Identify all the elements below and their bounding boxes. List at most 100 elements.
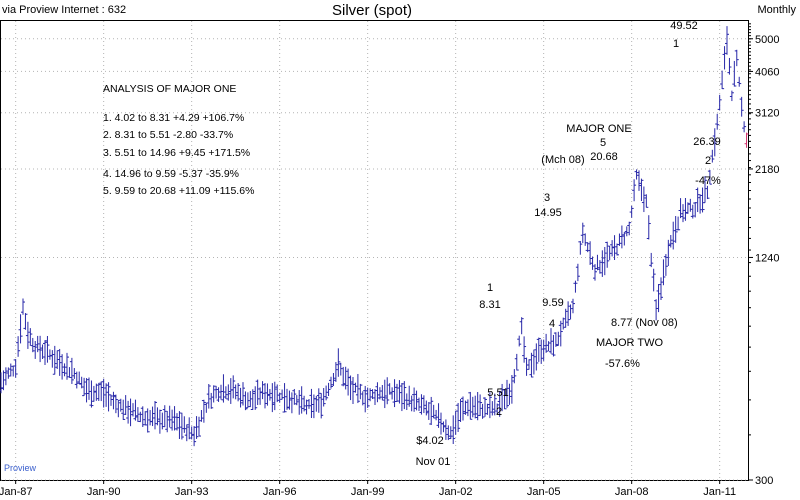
price-bar: [470, 396, 475, 418]
price-bar: [177, 411, 182, 439]
price-bar: [710, 149, 715, 163]
annotation-47: -47%: [695, 175, 721, 187]
price-bar: [101, 378, 106, 408]
price-bar: [33, 340, 38, 359]
price-bar: [563, 308, 568, 328]
price-bar: [302, 395, 307, 412]
annotation-8-77: 8.77 (Nov 08): [611, 317, 678, 329]
x-tick-label: Jan-96: [263, 486, 297, 498]
annotation-9-59: 9.59: [542, 297, 563, 309]
price-bar: [277, 392, 282, 403]
price-bar: [387, 383, 392, 395]
price-bar: [414, 390, 419, 411]
price-bar: [732, 60, 737, 87]
price-bar: [324, 385, 329, 401]
annotation-wave-1: 1: [487, 282, 493, 294]
price-bar: [338, 362, 343, 376]
price-bar: [627, 221, 632, 236]
price-bar: [11, 365, 16, 377]
price-bar: [172, 406, 177, 431]
annotation-wave-3: 3: [544, 192, 550, 204]
price-bar: [685, 202, 690, 214]
price-bar: [89, 380, 94, 408]
price-bar: [507, 383, 512, 405]
price-bar: [443, 419, 448, 440]
price-bar: [597, 260, 602, 274]
price-bar: [223, 386, 228, 399]
price-bar: [434, 409, 439, 421]
price-bar: [329, 376, 333, 389]
price-bar: [424, 400, 429, 416]
price-bar: [326, 382, 331, 396]
price-bar: [517, 335, 522, 347]
x-tick-label: Jan-93: [175, 486, 209, 498]
annotation-wave-2b: 2: [705, 155, 711, 167]
analysis-line: 4. 14.96 to 9.59 -5.37 -35.9%: [103, 168, 239, 180]
price-bar: [175, 413, 179, 431]
price-bar: [13, 359, 18, 378]
price-bar: [487, 392, 492, 419]
price-bar: [52, 345, 57, 375]
price-bar: [534, 343, 539, 371]
analysis-line: 2. 8.31 to 5.51 -2.80 -33.7%: [103, 129, 233, 141]
price-bar: [436, 403, 441, 428]
price-bar: [663, 254, 668, 276]
price-bar: [539, 339, 544, 364]
price-bar: [363, 385, 368, 413]
price-bar: [8, 363, 13, 377]
price-bar: [595, 254, 600, 271]
price-bar: [695, 187, 700, 213]
price-bar: [382, 379, 387, 409]
price-bar: [693, 202, 698, 218]
x-tick-label: Jan-87: [0, 486, 32, 498]
price-bar: [639, 178, 644, 202]
price-bar: [297, 390, 302, 415]
price-bar: [429, 396, 434, 426]
price-bar: [241, 382, 245, 406]
price-bar: [404, 393, 409, 411]
annotation-wave-2: 2: [496, 406, 502, 418]
price-bar: [641, 186, 646, 213]
price-bar: [392, 379, 397, 408]
price-bar: [656, 284, 661, 313]
price-bar: [287, 390, 292, 410]
price-bar: [243, 391, 248, 411]
price-bar: [128, 398, 133, 427]
price-bar: [717, 94, 722, 111]
price-bar: [607, 245, 612, 261]
price-bar: [79, 376, 84, 389]
price-bar: [456, 402, 461, 432]
price-bar: [475, 392, 480, 421]
price-bar: [43, 340, 47, 366]
price-bar: [703, 176, 707, 204]
price-bar: [96, 382, 101, 401]
grid: [1, 21, 749, 481]
price-bar: [739, 96, 744, 117]
price-bar: [55, 350, 60, 369]
price-bar: [600, 250, 605, 277]
price-bar: [272, 381, 277, 411]
price-bar: [321, 388, 326, 407]
price-bar: [590, 256, 595, 270]
price-bar: [617, 233, 622, 246]
price-bar: [568, 304, 573, 320]
price-bar: [35, 335, 40, 353]
annotation-major-one: MAJOR ONE: [566, 123, 631, 135]
price-bar: [250, 389, 255, 410]
price-bar: [157, 409, 162, 434]
price-bar: [50, 350, 55, 368]
price-bar: [47, 349, 52, 360]
price-bar: [720, 70, 725, 90]
y-axis-ticks: 5000 4060 3120 2180 1240 300: [749, 23, 779, 487]
price-bar: [28, 328, 33, 346]
price-bar: [529, 352, 534, 378]
price-bar: [712, 128, 717, 157]
price-bar: [666, 239, 671, 266]
price-bar: [260, 381, 265, 400]
price-bar: [270, 383, 275, 413]
price-bars: [0, 26, 749, 447]
price-bar: [6, 367, 11, 379]
price-bar: [461, 396, 465, 421]
analysis-line: 3. 5.51 to 14.96 +9.45 +171.5%: [103, 147, 250, 159]
